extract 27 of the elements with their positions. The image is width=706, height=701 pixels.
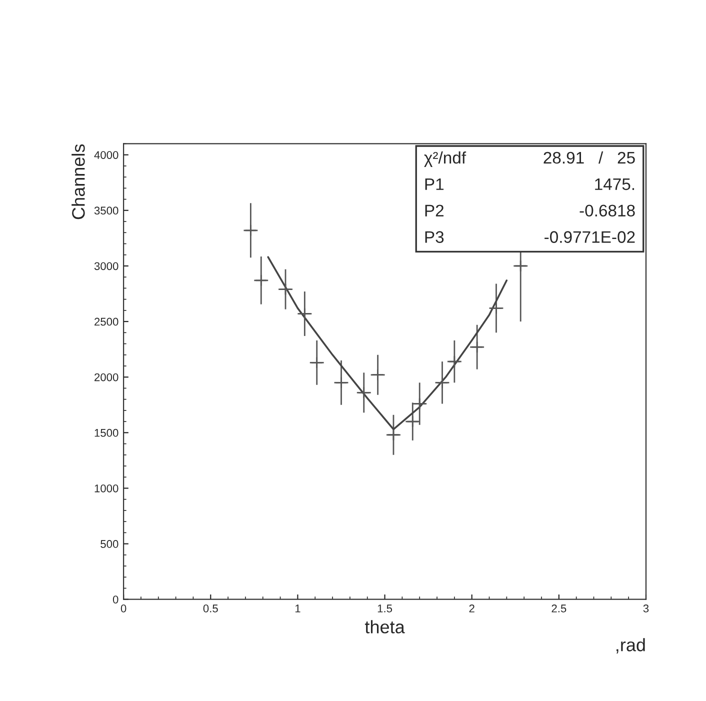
annotation: χ²/ndf [424,151,466,167]
annotation: 28.91 / 25 [544,151,635,164]
y-tick-label: 2500 [94,318,118,326]
annotation: 1475. [595,178,634,190]
y-axis-title: Channels [72,144,85,220]
y-tick-label: 1500 [94,428,118,437]
x-tick-label: 2 [469,604,474,612]
y-tick-label: 1000 [94,484,118,492]
y-tick-label: 0 [112,596,118,604]
annotation: -0.6818 [580,204,635,217]
annotation: P3 [425,231,444,243]
annotation: P2 [425,204,444,216]
x-tick-label: 3 [643,604,649,612]
y-tick-label: 3000 [94,262,118,270]
y-tick-label: 2000 [94,373,118,382]
annotation: P1 [425,178,444,190]
y-tick-label: 500 [100,540,118,548]
x-tick-label: 0 [120,604,126,612]
text: ,rad [616,638,645,654]
annotation: -0.9771E-02 [544,231,635,243]
y-tick-label: 4000 [94,151,118,159]
x-axis-title: theta [364,620,405,634]
y-tick-label: 3500 [94,206,118,215]
x-tick-label: 2.5 [552,604,566,612]
x-tick-label: 0.5 [203,604,218,612]
x-tick-label: 1 [295,604,300,612]
x-tick-label: 1.5 [378,604,392,612]
